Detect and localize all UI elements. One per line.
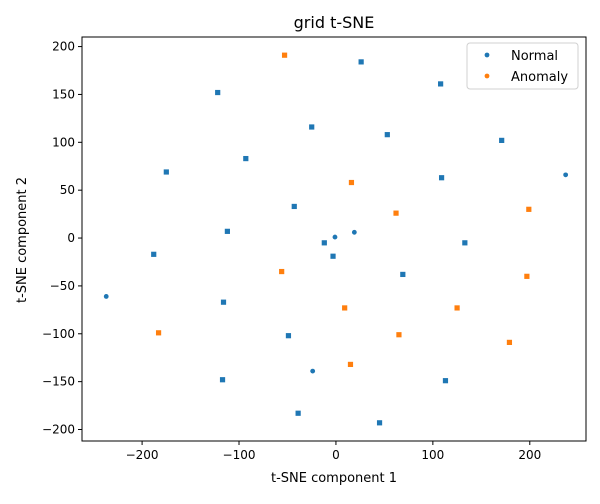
data-point [342, 305, 348, 311]
data-point [321, 240, 327, 246]
data-point [351, 229, 357, 235]
data-point [499, 137, 505, 143]
y-tick-label: 50 [60, 183, 75, 197]
data-point [454, 305, 460, 311]
data-point [295, 410, 301, 416]
data-point [358, 59, 364, 65]
y-axis-label: t-SNE component 2 [15, 177, 30, 303]
data-point [393, 210, 399, 216]
series-normal-square [151, 59, 505, 426]
data-point [103, 294, 109, 299]
data-point [563, 172, 569, 178]
y-tick-label: −200 [42, 423, 75, 437]
data-point [332, 234, 338, 240]
legend: Normal Anomaly [466, 42, 579, 90]
data-point [438, 175, 445, 181]
y-tick-label: −150 [42, 375, 75, 389]
y-tick-label: −50 [50, 279, 75, 293]
y-tick-label: −100 [42, 327, 75, 341]
x-axis-label: t-SNE component 1 [271, 471, 397, 486]
data-point [279, 268, 285, 275]
y-tick-label: 0 [67, 231, 75, 245]
legend-label: Anomaly [511, 70, 568, 85]
data-point [310, 368, 316, 374]
data-point [462, 240, 468, 246]
data-point [400, 271, 406, 278]
x-tick-label: 200 [518, 448, 541, 462]
data-point [243, 155, 249, 162]
x-tick-label: 100 [421, 448, 444, 462]
data-point [285, 333, 292, 339]
chart-title: grid t-SNE [294, 13, 375, 32]
data-point [163, 169, 169, 175]
data-point [219, 377, 226, 383]
x-tick-label: −200 [126, 448, 159, 462]
data-point [215, 89, 221, 96]
data-point [438, 81, 444, 87]
data-point [396, 332, 402, 338]
data-point [526, 206, 532, 212]
data-point [220, 299, 227, 305]
data-point [330, 253, 336, 259]
data-point [224, 228, 230, 234]
data-point [376, 420, 383, 426]
data-point [291, 203, 297, 210]
data-point [281, 52, 288, 58]
data-point [151, 251, 157, 257]
data-point [384, 132, 390, 138]
data-point [506, 339, 513, 345]
legend-label: Normal [511, 49, 558, 64]
data-point [347, 361, 354, 368]
x-tick-label: −100 [223, 448, 256, 462]
data-point [309, 124, 315, 130]
data-point [155, 330, 162, 336]
plot-area: −200 −100 0 100 200 −200 −150 −100 −50 0 50 100 150 2… [42, 36, 587, 462]
legend-marker [484, 73, 490, 79]
legend-marker [484, 52, 490, 58]
data-point [442, 378, 449, 384]
y-tick-label: 150 [52, 87, 75, 101]
legend-box [466, 42, 579, 90]
plot-frame [81, 36, 587, 442]
x-tick-label: 0 [332, 448, 340, 462]
y-tick-label: 200 [52, 40, 75, 54]
data-point [348, 179, 355, 186]
series-anomaly-square [155, 52, 532, 368]
y-tick-label: 100 [52, 135, 75, 149]
data-point [524, 273, 530, 279]
series-normal-dot [103, 172, 569, 374]
